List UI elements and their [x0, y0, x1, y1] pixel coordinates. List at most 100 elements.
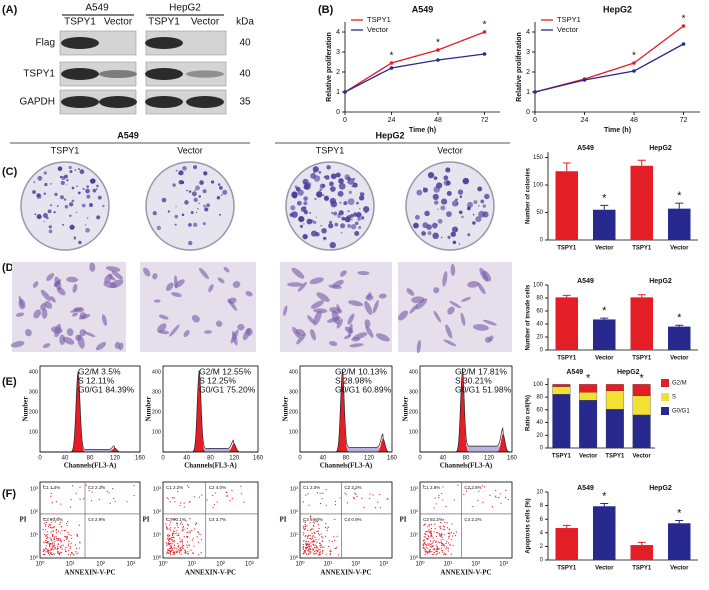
event-dot: [325, 504, 327, 506]
cell: [398, 310, 409, 321]
histogram-s-phase: [342, 447, 383, 452]
event-dot: [66, 525, 68, 527]
event-dot: [443, 554, 445, 556]
y-tick-label: 400: [409, 369, 418, 375]
event-dot: [181, 529, 183, 531]
event-dot: [495, 496, 497, 499]
event-dot: [457, 484, 459, 486]
event-dot: [225, 495, 227, 497]
event-dot: [303, 521, 305, 523]
cell: [339, 270, 347, 277]
event-dot: [386, 498, 388, 500]
colony: [443, 175, 449, 181]
event-dot: [52, 530, 55, 532]
event-dot: [187, 532, 189, 534]
event-dot: [435, 535, 438, 538]
event-dot: [320, 546, 322, 549]
plot-frame: [419, 365, 513, 453]
bar-segment: [632, 395, 651, 416]
event-dot: [186, 531, 188, 533]
event-dot: [189, 530, 191, 532]
x-tick-label: 80: [87, 456, 94, 462]
cell: [89, 262, 96, 272]
lane-label: Vector: [177, 145, 203, 155]
event-dot: [50, 539, 53, 542]
lane-label: TSPY1: [51, 145, 80, 155]
event-dot: [66, 522, 68, 524]
event-dot: [427, 543, 429, 545]
event-dot: [200, 552, 202, 554]
y-axis-label: Number: [145, 397, 153, 422]
y-tick-label: 10²: [410, 509, 418, 515]
x-tick-label: 48: [434, 117, 442, 124]
event-dot: [309, 522, 311, 524]
event-dot: [372, 494, 374, 496]
event-dot: [318, 538, 320, 540]
event-dot: [330, 550, 332, 553]
colony: [85, 227, 90, 233]
event-dot: [43, 518, 45, 520]
event-dot: [169, 501, 171, 503]
event-dot: [443, 534, 445, 536]
y-tick-label: 400: [152, 369, 161, 375]
colony: [48, 229, 53, 234]
event-dot: [331, 540, 333, 543]
event-dot: [187, 553, 189, 555]
colony: [96, 184, 99, 188]
event-dot: [67, 520, 69, 523]
colony: [37, 175, 43, 181]
event-dot: [315, 547, 317, 549]
phase-text: S 28.98%: [335, 375, 372, 385]
colony: [291, 211, 298, 218]
event-dot: [440, 547, 442, 549]
event-dot: [354, 492, 356, 494]
event-dot: [302, 527, 305, 529]
event-dot: [436, 546, 438, 548]
event-dot: [346, 502, 349, 504]
phase-text: S 12.25%: [199, 375, 236, 385]
x-tick-label: 0: [343, 117, 347, 124]
event-dot: [195, 523, 197, 526]
event-dot: [133, 495, 135, 497]
event-dot: [169, 547, 171, 550]
event-dot: [489, 494, 491, 496]
event-dot: [166, 552, 168, 555]
event-dot: [176, 551, 179, 553]
event-dot: [339, 497, 341, 499]
colony: [330, 173, 337, 180]
event-dot: [48, 541, 50, 543]
colony: [456, 202, 459, 205]
event-dot: [482, 501, 484, 503]
colony: [76, 185, 78, 188]
x-tick-label: 120: [364, 456, 375, 462]
cell: [66, 276, 79, 283]
event-dot: [312, 528, 314, 530]
event-dot: [67, 531, 69, 534]
cell: [198, 267, 209, 280]
lane-label: TSPY1: [148, 17, 180, 28]
event-dot: [433, 539, 435, 542]
colony: [338, 178, 344, 184]
event-dot: [48, 545, 51, 547]
event-dot: [48, 554, 51, 556]
cell: [483, 319, 497, 326]
colony: [216, 195, 221, 200]
cell: [83, 331, 96, 338]
event-dot: [431, 553, 433, 555]
colony: [75, 211, 78, 214]
event-dot: [306, 525, 308, 527]
event-dot: [306, 542, 308, 545]
colony: [427, 171, 435, 179]
event-dot: [344, 492, 346, 494]
x-tick-label: Vector: [632, 454, 651, 460]
y-axis-label: PI: [143, 516, 150, 524]
error-bar: [675, 520, 684, 524]
event-dot: [50, 524, 52, 526]
event-dot: [46, 549, 48, 551]
event-dot: [483, 486, 486, 488]
event-dot: [329, 550, 331, 552]
error-bar: [562, 294, 571, 298]
cell: [291, 267, 305, 279]
event-dot: [168, 528, 170, 530]
colony: [50, 183, 52, 185]
